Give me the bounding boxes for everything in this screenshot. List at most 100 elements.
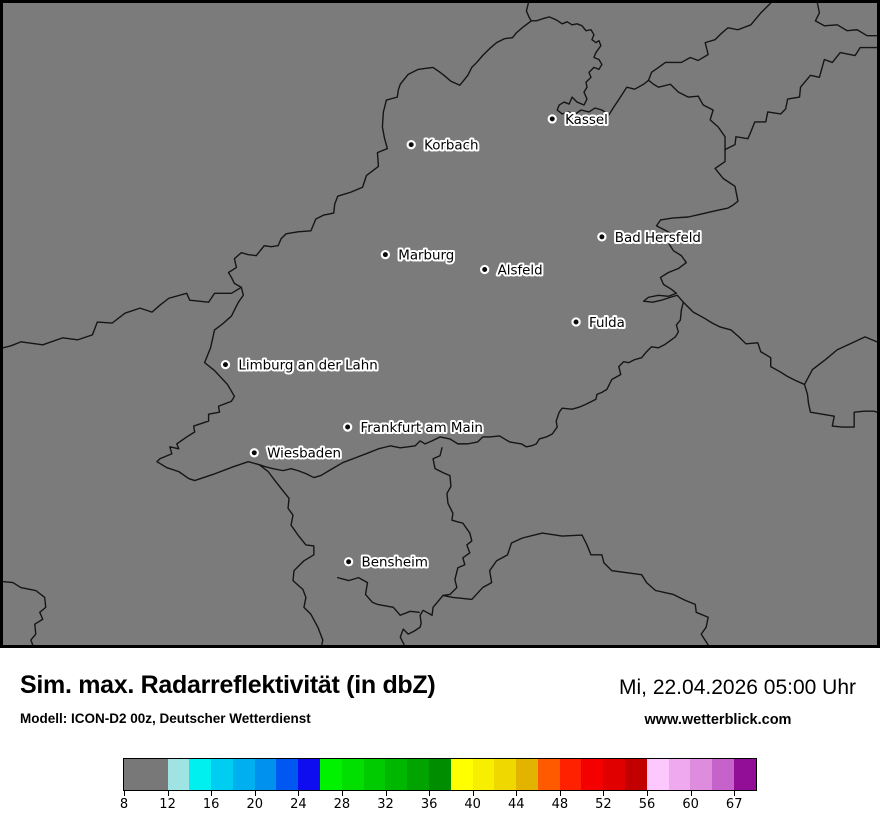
color-scale-segment xyxy=(254,759,277,790)
reflectivity-color-scale xyxy=(123,758,757,791)
tick-mark xyxy=(341,790,343,796)
city-dot xyxy=(220,359,231,370)
tick-mark xyxy=(167,790,169,796)
tick-label: 28 xyxy=(333,797,351,812)
color-scale-segment xyxy=(559,759,582,790)
color-scale-segment xyxy=(516,759,538,790)
color-scale-segment xyxy=(450,759,473,790)
tick-mark xyxy=(516,790,518,796)
color-scale-segment xyxy=(167,759,190,790)
color-scale-segment xyxy=(363,759,386,790)
tick-mark xyxy=(559,790,561,796)
color-scale-segment xyxy=(385,759,408,790)
map-canvas: Kassel Korbach Bad Hersfeld Marburg Alsfeld F… xyxy=(3,3,877,645)
city-marker: Marburg xyxy=(380,247,456,266)
tick-mark xyxy=(124,790,125,796)
color-scale-segment xyxy=(494,759,517,790)
border-southeast xyxy=(442,532,709,645)
tick-mark xyxy=(647,790,649,796)
tick-mark xyxy=(429,790,431,796)
color-scale-segment xyxy=(232,759,255,790)
valid-datetime: Mi, 22.04.2026 05:00 Uhr xyxy=(619,676,856,699)
color-scale-segment xyxy=(298,759,321,790)
city-marker: Kassel xyxy=(547,111,610,130)
tick-mark xyxy=(211,790,213,796)
color-scale-segment xyxy=(341,759,364,790)
city-label: Alsfeld xyxy=(498,263,543,278)
tick-label: 56 xyxy=(638,797,656,812)
city-label: Marburg xyxy=(398,249,454,264)
border-north xyxy=(530,3,772,116)
color-scale-segment xyxy=(668,759,691,790)
color-scale-segment xyxy=(624,759,647,790)
city-dot xyxy=(406,140,416,150)
city-marker: Wiesbaden xyxy=(249,445,343,464)
city-dot xyxy=(480,264,490,275)
tick-label: 67 xyxy=(725,797,743,812)
tick-label: 12 xyxy=(159,797,176,812)
model-info: Modell: ICON-D2 00z, Deutscher Wetterdie… xyxy=(20,711,311,726)
tick-label: 32 xyxy=(377,797,394,812)
tick-label: 20 xyxy=(246,797,264,812)
city-dot xyxy=(342,422,353,432)
city-label: Bensheim xyxy=(362,556,428,571)
tick-label: 24 xyxy=(290,797,307,812)
tick-mark xyxy=(734,790,736,796)
border-east xyxy=(258,79,739,479)
tick-label: 36 xyxy=(420,797,438,812)
tick-label: 16 xyxy=(202,797,220,812)
tick-label: 8 xyxy=(119,797,129,812)
color-scale-segment xyxy=(581,759,604,790)
city-marker: Korbach xyxy=(406,137,480,156)
color-scale-segment xyxy=(276,759,299,790)
color-scale-segment xyxy=(407,759,429,790)
border-west-rhine xyxy=(156,3,533,645)
color-scale-segment xyxy=(124,759,168,790)
color-scale-segment xyxy=(537,759,560,790)
city-dot xyxy=(249,448,259,458)
border-sw-corner xyxy=(3,580,47,645)
city-dot xyxy=(380,249,391,260)
city-marker: Fulda xyxy=(571,314,627,333)
color-scale-segment xyxy=(428,759,451,790)
city-dot xyxy=(547,114,557,124)
city-marker: Frankfurt am Main xyxy=(342,419,485,438)
border-rhoen-branch xyxy=(682,301,806,386)
city-marker: Bad Hersfeld xyxy=(597,229,703,248)
color-scale-segment xyxy=(733,759,756,790)
city-label: Frankfurt am Main xyxy=(361,421,483,436)
color-scale-ticks: 8 12 16 20 24 28 32 36 40 44 48 52 56 60 67 xyxy=(119,790,757,820)
tick-mark xyxy=(298,790,300,796)
color-scale-segment xyxy=(472,759,495,790)
tick-mark xyxy=(603,790,605,796)
tick-mark xyxy=(254,790,256,796)
tick-label: 48 xyxy=(551,797,569,812)
tick-label: 52 xyxy=(595,797,612,812)
color-scale-segment xyxy=(320,759,342,790)
city-label: Fulda xyxy=(589,316,625,331)
color-scale-segment xyxy=(211,759,233,790)
page-title: Sim. max. Radarreflektivität (in dbZ) xyxy=(20,671,436,699)
city-dot xyxy=(597,232,607,242)
city-label: Bad Hersfeld xyxy=(615,231,701,246)
city-marker: Limburg an der Lahn xyxy=(220,357,380,376)
color-scale-segment xyxy=(646,759,669,790)
city-label: Wiesbaden xyxy=(267,447,341,462)
city-marker: Alsfeld xyxy=(480,261,545,280)
city-label: Kassel xyxy=(565,113,608,128)
border-bergstrasse xyxy=(337,576,420,616)
border-ne-corner-a xyxy=(814,3,877,37)
color-scale-segment xyxy=(690,759,713,790)
border-south-descent xyxy=(399,447,473,645)
radar-map: Kassel Korbach Bad Hersfeld Marburg Alsfeld F… xyxy=(0,0,880,648)
tick-mark xyxy=(472,790,474,796)
website-url: www.wetterblick.com xyxy=(644,712,792,728)
city-dot xyxy=(343,557,354,567)
city-marker: Bensheim xyxy=(343,554,430,573)
color-scale-segment xyxy=(189,759,212,790)
tick-mark xyxy=(690,790,692,796)
city-label: Limburg an der Lahn xyxy=(238,359,377,374)
tick-label: 44 xyxy=(507,797,525,812)
tick-mark xyxy=(385,790,387,796)
